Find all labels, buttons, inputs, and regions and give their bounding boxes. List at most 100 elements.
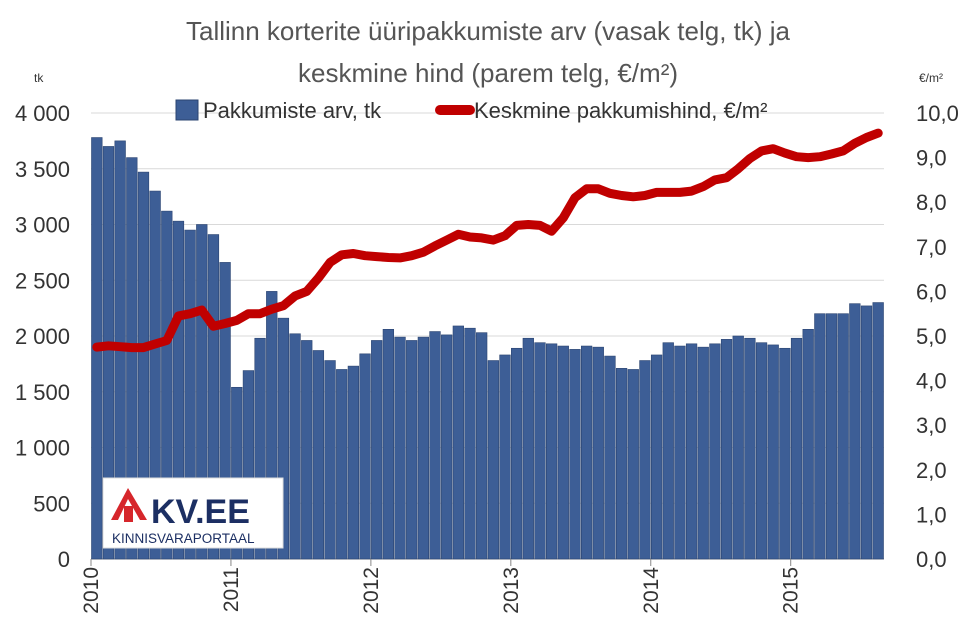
bar <box>336 369 348 560</box>
bar <box>137 171 150 560</box>
bar <box>499 354 511 560</box>
bar <box>685 343 698 560</box>
bar <box>546 343 558 560</box>
bar <box>744 337 756 560</box>
left-axis-ticks: 0 500 1 000 1 500 2 000 2 500 3 000 3 500 4 000 <box>15 101 70 572</box>
left-tick-label: 2 000 <box>15 324 70 349</box>
left-tick-label: 3 500 <box>15 157 70 182</box>
bar <box>849 303 861 560</box>
bar <box>429 331 441 560</box>
bar <box>662 342 674 560</box>
chart-title-line-2: keskmine hind (parem telg, €/m²) <box>298 58 678 88</box>
bar <box>604 355 616 560</box>
bar <box>266 291 278 560</box>
bar <box>755 342 768 560</box>
bar <box>569 349 581 560</box>
bar <box>627 369 639 560</box>
legend-label-line: Keskmine pakkumishind, €/m² <box>474 98 767 123</box>
bar <box>522 337 534 560</box>
x-tick-label: 2010 <box>80 567 103 614</box>
bar <box>592 346 604 560</box>
bar <box>872 302 884 560</box>
bar <box>126 157 138 560</box>
kv-logo: KV.EE KINNISVARAPORTAAL <box>102 477 284 549</box>
right-tick-label: 9,0 <box>916 146 947 171</box>
bar <box>860 305 873 560</box>
legend: Pakkumiste arv, tk Keskmine pakkumishind… <box>175 98 767 123</box>
bar <box>102 146 115 560</box>
bar <box>406 340 418 560</box>
bar <box>301 340 313 560</box>
x-tick-label: 2012 <box>360 567 383 614</box>
right-tick-label: 0,0 <box>916 547 947 572</box>
bar <box>639 360 651 560</box>
bar <box>790 337 803 560</box>
bar <box>615 368 628 560</box>
bar <box>650 354 663 560</box>
right-tick-label: 5,0 <box>916 324 947 349</box>
right-tick-label: 6,0 <box>916 279 947 304</box>
bar <box>837 313 849 560</box>
right-tick-label: 4,0 <box>916 369 947 394</box>
legend-swatch-bars <box>175 99 199 121</box>
bar <box>511 347 523 560</box>
left-tick-label: 1 500 <box>15 380 70 405</box>
bar <box>254 337 266 560</box>
right-axis-ticks: 0,0 1,0 2,0 3,0 4,0 5,0 6,0 7,0 8,0 9,0 10,0 <box>916 101 959 572</box>
bar <box>825 313 838 560</box>
bar <box>580 345 593 560</box>
x-tick-label: 2011 <box>220 567 243 612</box>
bar <box>184 229 196 560</box>
bar <box>464 327 476 560</box>
kv-logo-name: KV.EE <box>151 493 250 531</box>
bar <box>347 365 360 560</box>
price-line <box>92 128 883 353</box>
left-tick-label: 3 000 <box>15 213 70 238</box>
bar <box>277 317 290 560</box>
left-tick-label: 4 000 <box>15 101 70 126</box>
bar <box>196 224 208 560</box>
bar <box>534 342 546 560</box>
bar <box>219 262 231 560</box>
house-icon <box>111 488 147 522</box>
bar <box>732 335 744 560</box>
bar <box>487 360 499 560</box>
bar <box>172 220 185 560</box>
left-tick-label: 2 500 <box>15 268 70 293</box>
line-series <box>92 128 883 353</box>
right-tick-label: 10,0 <box>916 101 959 126</box>
bar <box>476 332 488 560</box>
bar <box>149 190 161 560</box>
x-tick-label: 2015 <box>780 567 803 614</box>
right-tick-label: 3,0 <box>916 413 947 438</box>
right-tick-label: 7,0 <box>916 235 947 260</box>
bar <box>371 340 383 560</box>
bar <box>814 313 826 560</box>
bar <box>161 210 173 560</box>
bar <box>242 370 255 560</box>
bar <box>779 347 791 560</box>
bar <box>359 353 371 560</box>
bar <box>802 329 814 560</box>
bar <box>382 329 395 560</box>
bar <box>441 334 453 560</box>
left-tick-label: 500 <box>33 491 70 516</box>
bar <box>289 333 301 560</box>
right-tick-label: 2,0 <box>916 458 947 483</box>
bar <box>709 343 721 560</box>
x-tick-label: 2014 <box>640 567 663 614</box>
bar <box>767 344 779 560</box>
chart-title-line-1: Tallinn korterite üüripakkumiste arv (va… <box>186 16 791 46</box>
x-tick-label: 2013 <box>500 567 523 614</box>
bar <box>394 336 406 560</box>
x-axis-ticks: 2010 2011 2012 2013 2014 2015 <box>80 559 803 614</box>
bar <box>417 336 429 560</box>
legend-label-bars: Pakkumiste arv, tk <box>203 98 382 123</box>
bar <box>720 339 733 560</box>
bar <box>452 325 464 560</box>
left-tick-label: 1 000 <box>15 436 70 461</box>
bar <box>207 234 220 560</box>
right-tick-label: 8,0 <box>916 190 947 215</box>
